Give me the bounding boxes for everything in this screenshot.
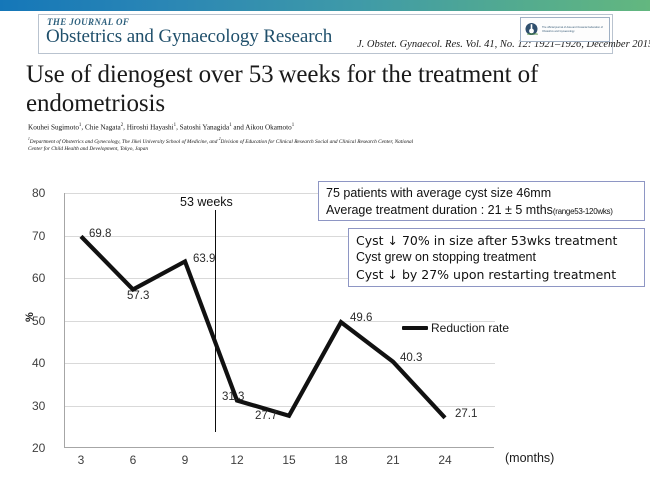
legend-label-reduction-rate: Reduction rate [431, 321, 510, 335]
x-axis-label: (months) [505, 451, 555, 465]
page-title: Use of dienogest over 53 weeks for the t… [26, 61, 539, 117]
plot-area [64, 193, 495, 448]
gridline-70 [65, 235, 495, 237]
x-tick-12: 12 [230, 453, 244, 467]
x-tick-3: 3 [77, 453, 85, 467]
callout1-line1: 75 patients with average cyst size 46mm [326, 186, 552, 200]
top-gradient-band [0, 0, 650, 11]
callout1-duration-main: Average treatment duration : 21 ± 5 mths [326, 203, 553, 217]
x-tick-18: 18 [334, 453, 348, 467]
x-tick-6: 6 [129, 453, 137, 467]
x-tick-24: 24 [438, 453, 452, 467]
legend-swatch-reduction-rate [402, 325, 428, 331]
callout1-duration-range: (range53-120wks) [552, 207, 613, 216]
logo-emblem-icon: AOFOG [524, 22, 539, 37]
point-label-6: 57.3 [127, 290, 150, 302]
callout2-line1: Cyst ↓ 70% in size after 53wks treatment [356, 233, 618, 248]
callout-patient-summary: 75 patients with average cyst size 46mm … [318, 181, 645, 221]
chart-legend: Reduction rate [402, 321, 509, 335]
marker-53-weeks-line [215, 210, 216, 432]
point-label-21: 40.3 [400, 352, 423, 364]
point-label-24: 27.1 [455, 408, 478, 420]
reduction-rate-chart: % 80 70 60 50 40 30 20 3 6 9 12 15 18 21… [24, 186, 555, 467]
masthead-kicker: THE JOURNAL OF [47, 17, 130, 27]
affiliation-note: 1Department of Obstetrics and Gynecology… [28, 137, 414, 152]
logo-caption: The official journal of Asia and Oceania… [542, 26, 603, 33]
point-label-12: 31.3 [222, 391, 245, 403]
point-label-15: 27.7 [255, 410, 278, 422]
gridline-80 [65, 193, 495, 194]
logo-wordmark: AOFOG [527, 32, 538, 36]
gridline-40 [65, 363, 495, 364]
callout2-line3: Cyst ↓ by 27% upon restarting treatment [356, 267, 617, 282]
point-label-3: 69.8 [89, 228, 112, 240]
point-label-18: 49.6 [350, 312, 373, 324]
marker-53-weeks-label: 53 weeks [180, 195, 233, 209]
aofog-logo: AOFOG The official journal of Asia and O… [520, 17, 610, 42]
x-tick-9: 9 [181, 453, 189, 467]
journal-masthead: THE JOURNAL OF Obstetrics and Gynaecolog… [38, 14, 650, 54]
callout1-line2: Average treatment duration : 21 ± 5 mths… [326, 202, 638, 220]
gridline-30 [65, 405, 495, 407]
author-list: Kouhei Sugimoto1, Chie Nagata2, Hiroshi … [28, 123, 295, 132]
journal-citation: J. Obstet. Gynaecol. Res. Vol. 41, No. 1… [357, 39, 650, 50]
callout-outcomes: Cyst ↓ 70% in size after 53wks treatment… [348, 228, 645, 287]
journal-title: Obstetrics and Gynaecology Research [46, 26, 333, 47]
x-tick-15: 15 [282, 453, 296, 467]
callout2-line2: Cyst grew on stopping treatment [356, 250, 536, 264]
series-reduction-rate [79, 234, 447, 420]
point-label-9: 63.9 [193, 253, 216, 265]
gridline-60 [65, 278, 495, 279]
x-tick-21: 21 [386, 453, 400, 467]
gridline-50 [65, 320, 495, 322]
